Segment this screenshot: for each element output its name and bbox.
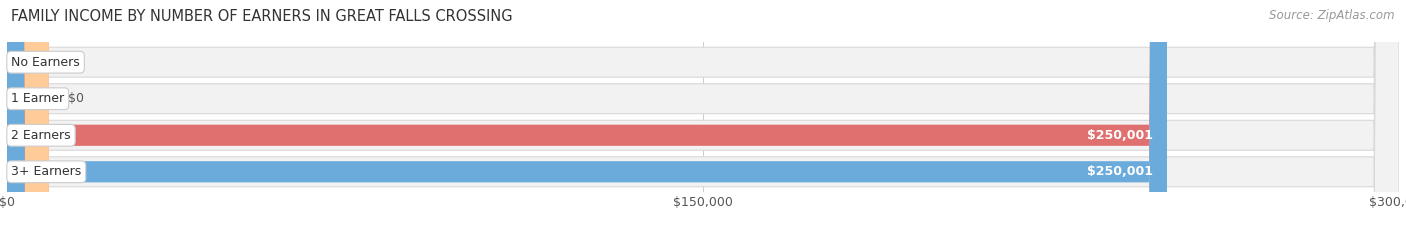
FancyBboxPatch shape [14, 0, 49, 234]
Text: Source: ZipAtlas.com: Source: ZipAtlas.com [1270, 9, 1395, 22]
FancyBboxPatch shape [7, 0, 1167, 234]
Text: $250,001: $250,001 [1087, 129, 1153, 142]
FancyBboxPatch shape [14, 0, 49, 234]
Text: 3+ Earners: 3+ Earners [11, 165, 82, 178]
Text: 2 Earners: 2 Earners [11, 129, 70, 142]
FancyBboxPatch shape [7, 0, 1399, 234]
Text: $0: $0 [69, 92, 84, 105]
Text: No Earners: No Earners [11, 56, 80, 69]
Text: $0: $0 [69, 56, 84, 69]
FancyBboxPatch shape [7, 0, 1399, 234]
Text: $250,001: $250,001 [1087, 165, 1153, 178]
FancyBboxPatch shape [7, 0, 1399, 234]
FancyBboxPatch shape [7, 0, 1399, 234]
Text: 1 Earner: 1 Earner [11, 92, 65, 105]
Text: FAMILY INCOME BY NUMBER OF EARNERS IN GREAT FALLS CROSSING: FAMILY INCOME BY NUMBER OF EARNERS IN GR… [11, 9, 513, 24]
FancyBboxPatch shape [7, 0, 1167, 234]
